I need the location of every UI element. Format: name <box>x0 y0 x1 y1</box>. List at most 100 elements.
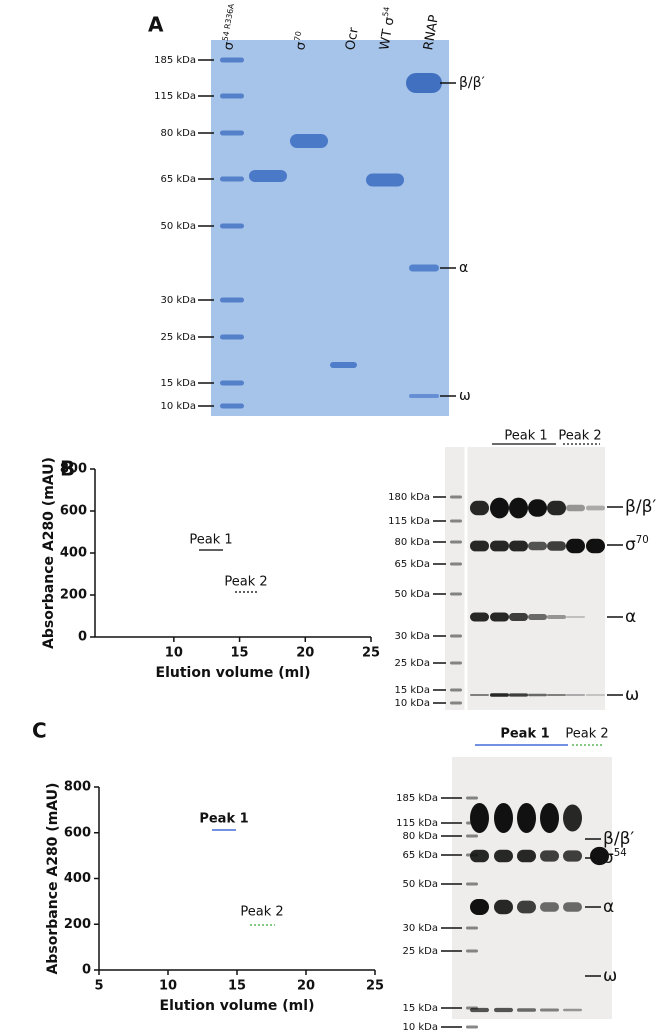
band <box>249 170 287 182</box>
marker-label: 25 kDa <box>160 332 196 343</box>
band <box>470 849 489 863</box>
lane-label: Ocr <box>343 26 362 52</box>
gel-c <box>452 757 612 1019</box>
lane-label: WT σ54 <box>375 6 399 51</box>
band <box>220 380 244 386</box>
panel-label: B <box>60 457 75 481</box>
band <box>563 804 582 832</box>
marker-label: 50 kDa <box>394 589 430 600</box>
band <box>490 612 509 622</box>
marker-label: 50 kDa <box>160 221 196 232</box>
y-tick-label: 0 <box>82 963 91 978</box>
y-tick-label: 0 <box>78 630 87 645</box>
y-axis-label: Absorbance A280 (mAU) <box>45 783 61 975</box>
band <box>450 661 462 665</box>
band <box>517 900 536 914</box>
x-tick-label: 25 <box>362 646 380 661</box>
y-tick-label: 800 <box>64 780 91 795</box>
x-tick-label: 20 <box>297 979 315 994</box>
lane-label-sup: 54 R336A <box>220 2 236 42</box>
marker-label: 180 kDa <box>388 492 430 503</box>
band-label-main: α <box>459 260 468 276</box>
peak-label: Peak 1 <box>504 429 547 444</box>
band <box>566 538 585 554</box>
marker-label: 30 kDa <box>160 295 196 306</box>
y-tick-label: 400 <box>60 546 87 561</box>
peak-label: Peak 1 <box>500 727 549 742</box>
band <box>409 264 439 272</box>
marker-label: 30 kDa <box>402 923 438 934</box>
band-label: ω <box>459 388 471 404</box>
band <box>517 849 536 863</box>
band <box>470 500 489 516</box>
band <box>470 694 489 696</box>
band <box>540 1008 559 1012</box>
band <box>450 701 462 705</box>
band <box>450 519 462 523</box>
marker-label: 115 kDa <box>388 516 430 527</box>
band <box>466 796 478 800</box>
band <box>466 1025 478 1029</box>
band-label: α <box>459 260 468 276</box>
marker-label: 65 kDa <box>402 850 438 861</box>
y-tick-label: 600 <box>60 504 87 519</box>
band <box>494 1007 513 1013</box>
band <box>586 694 605 696</box>
band <box>490 540 509 552</box>
band-label-main: σ <box>625 535 636 555</box>
marker-label: 10 kDa <box>160 401 196 412</box>
band <box>220 403 244 409</box>
marker-label: 25 kDa <box>394 658 430 669</box>
panel-label: C <box>32 719 47 743</box>
band <box>563 850 582 862</box>
band <box>566 504 585 512</box>
lane-label-sup: 54 <box>380 6 391 17</box>
marker-label: 65 kDa <box>160 174 196 185</box>
band <box>540 850 559 862</box>
band <box>528 693 547 697</box>
band-label: ω <box>625 685 639 705</box>
band <box>450 562 462 566</box>
marker-label: 15 kDa <box>402 1003 438 1014</box>
marker-label: 115 kDa <box>154 91 196 102</box>
marker-label: 25 kDa <box>402 946 438 957</box>
x-tick-label: 25 <box>366 979 384 994</box>
lane-label: RNAP <box>421 14 442 52</box>
band <box>450 634 462 638</box>
band-label-main: β/β′ <box>459 75 485 91</box>
band <box>517 1008 536 1012</box>
gel-a <box>211 40 449 416</box>
marker-label: 65 kDa <box>394 559 430 570</box>
band <box>466 926 478 930</box>
band <box>409 394 439 398</box>
band-label-main: α <box>603 897 614 917</box>
y-tick-label: 600 <box>64 825 91 840</box>
band <box>220 57 244 63</box>
band-label-main: β/β′ <box>625 497 656 517</box>
band <box>466 949 478 953</box>
band <box>470 540 489 552</box>
annotation: Peak 1 <box>199 812 248 827</box>
band <box>494 899 513 915</box>
band-label-main: α <box>625 607 636 627</box>
band <box>566 694 585 696</box>
band <box>509 497 528 519</box>
band-label: σ70 <box>625 535 649 556</box>
band <box>509 693 528 697</box>
band <box>540 803 559 833</box>
band <box>563 1008 582 1012</box>
marker-label: 80 kDa <box>402 831 438 842</box>
band <box>470 612 489 622</box>
marker-label: 30 kDa <box>394 631 430 642</box>
lane-label-sup: 70 <box>292 30 303 41</box>
annotation: Peak 2 <box>240 905 283 920</box>
x-tick-label: 10 <box>165 646 183 661</box>
band-label: β/β′ <box>603 829 634 849</box>
band <box>450 540 462 544</box>
peak-label: Peak 2 <box>565 727 608 742</box>
lane-label-main: Ocr <box>343 26 362 52</box>
band <box>220 176 244 182</box>
marker-label: 15 kDa <box>160 378 196 389</box>
band <box>494 803 513 833</box>
marker-label: 80 kDa <box>394 537 430 548</box>
